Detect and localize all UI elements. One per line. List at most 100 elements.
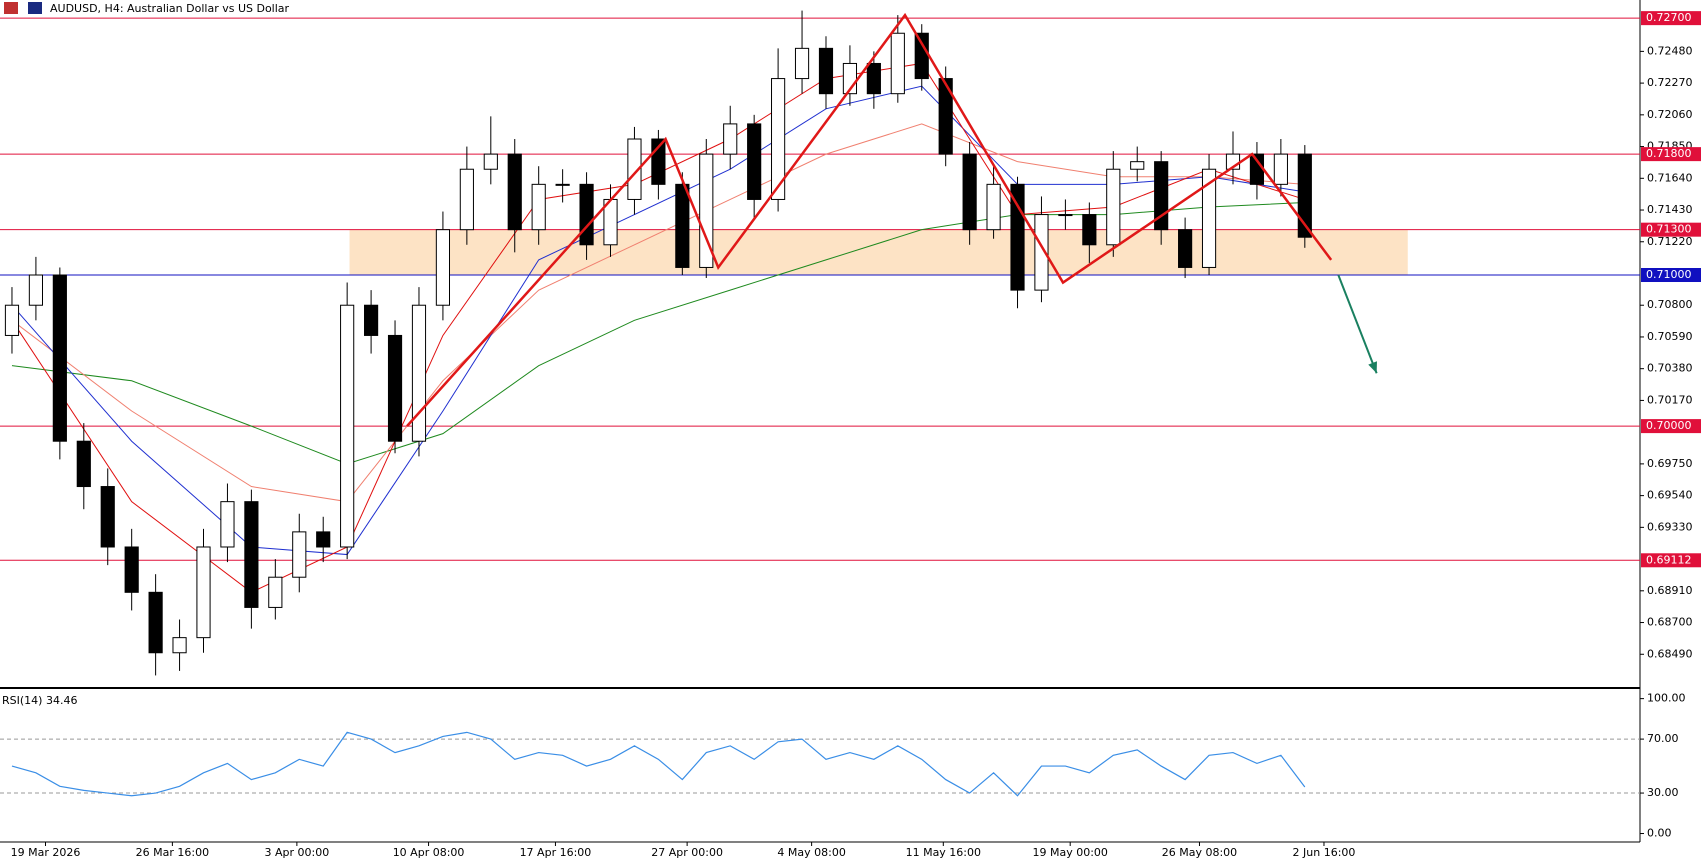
candle-body: [507, 153, 522, 231]
y-tick-label: 0.70380: [1647, 362, 1693, 375]
candle-body: [555, 183, 570, 186]
candle-body: [28, 274, 43, 306]
rsi-tick-label: 70.00: [1647, 732, 1679, 745]
rsi-tick-label: 30.00: [1647, 786, 1679, 799]
candle-body: [148, 591, 163, 654]
y-tick-label: 0.68490: [1647, 647, 1693, 660]
x-tick-label: 26 Mar 16:00: [136, 846, 209, 859]
candle-body: [196, 546, 211, 639]
candle-body: [627, 138, 642, 200]
x-tick-label: 27 Apr 00:00: [651, 846, 723, 859]
level-label-box: [1641, 147, 1701, 162]
candle-body: [268, 576, 283, 608]
arrow-head: [1368, 361, 1377, 374]
rsi-tick-label: 100.00: [1647, 692, 1686, 705]
candle-body: [866, 62, 881, 95]
level-label: 0.71000: [1646, 268, 1692, 281]
level-label: 0.70000: [1646, 419, 1692, 432]
chart-title: AUDUSD, H4: Australian Dollar vs US Doll…: [50, 2, 290, 15]
candle-body: [124, 546, 139, 593]
candle-body: [1178, 229, 1193, 268]
y-tick-label: 0.70170: [1647, 393, 1693, 406]
candle-body: [1082, 214, 1097, 246]
x-tick-label: 10 Apr 08:00: [393, 846, 465, 859]
candle-body: [986, 183, 1001, 231]
candle-body: [1034, 214, 1049, 291]
menu-icon[interactable]: [4, 2, 18, 14]
candle-body: [890, 32, 905, 95]
y-tick-label: 0.72270: [1647, 76, 1693, 89]
y-tick-label: 0.69540: [1647, 489, 1693, 502]
support-zone: [349, 229, 1408, 276]
level-label-box: [1641, 553, 1701, 568]
y-tick-label: 0.72480: [1647, 44, 1693, 57]
x-tick-label: 26 May 08:00: [1162, 846, 1237, 859]
y-tick-label: 0.71220: [1647, 235, 1693, 248]
candle-body: [100, 486, 115, 548]
y-tick-label: 0.71640: [1647, 171, 1693, 184]
candle-body: [914, 32, 929, 80]
candle-body: [794, 47, 810, 80]
candle-body: [244, 501, 259, 608]
level-label: 0.69112: [1646, 553, 1692, 566]
level-label-box: [1641, 268, 1701, 283]
rsi-line: [11, 731, 1306, 797]
candle-body: [340, 304, 355, 548]
level-label: 0.71800: [1646, 147, 1692, 160]
x-tick-label: 3 Apr 00:00: [265, 846, 330, 859]
candle-body: [1058, 214, 1073, 217]
candle-body: [675, 183, 690, 268]
y-tick-label: 0.71430: [1647, 203, 1693, 216]
level-label-box: [1641, 222, 1701, 237]
candle-body: [435, 229, 451, 306]
candle-body: [172, 637, 187, 654]
y-tick-label: 0.69750: [1647, 457, 1693, 470]
level-label-box: [1641, 419, 1701, 434]
candle-body: [292, 531, 307, 578]
chart-icon[interactable]: [28, 2, 42, 14]
x-tick-label: 17 Apr 16:00: [520, 846, 592, 859]
x-tick-label: 19 Mar 2026: [11, 846, 81, 859]
candle-body: [579, 183, 594, 246]
candle-body: [459, 168, 474, 231]
candle-body: [4, 304, 20, 336]
y-tick-label: 0.72060: [1647, 108, 1693, 121]
candle-body: [1297, 153, 1312, 238]
moving-average: [11, 201, 1305, 465]
candle-body: [699, 153, 714, 268]
candle-body: [771, 78, 786, 200]
level-label-box: [1641, 11, 1701, 26]
candle-body: [220, 501, 235, 548]
candle-body: [387, 334, 403, 442]
y-tick-label: 0.68910: [1647, 584, 1693, 597]
candle-body: [411, 304, 427, 442]
y-tick-label: 0.70590: [1647, 330, 1693, 343]
candle-body: [1201, 168, 1217, 268]
x-tick-label: 19 May 00:00: [1032, 846, 1107, 859]
candle-body: [483, 153, 498, 170]
forecast-arrow: [1337, 274, 1378, 374]
candle-body: [818, 47, 834, 95]
candle-body: [364, 304, 379, 336]
y-tick-label: 0.70800: [1647, 298, 1693, 311]
candle-body: [723, 123, 738, 155]
candle-body: [962, 153, 977, 231]
level-label: 0.71300: [1646, 223, 1692, 236]
x-tick-label: 2 Jun 16:00: [1293, 846, 1356, 859]
candle-body: [76, 440, 91, 488]
candle-body: [1130, 161, 1145, 170]
candle-body: [938, 78, 953, 155]
candle-body: [52, 274, 67, 442]
x-tick-label: 11 May 16:00: [906, 846, 981, 859]
x-tick-label: 4 May 08:00: [777, 846, 845, 859]
candle-body: [1106, 168, 1121, 246]
rsi-tick-label: 0.00: [1647, 827, 1672, 840]
level-label: 0.72700: [1646, 11, 1692, 24]
rsi-label: RSI(14) 34.46: [2, 694, 77, 707]
candle-body: [531, 183, 546, 231]
candle-body: [747, 123, 762, 200]
y-tick-label: 0.69330: [1647, 520, 1693, 533]
pattern-line: [406, 12, 1333, 427]
